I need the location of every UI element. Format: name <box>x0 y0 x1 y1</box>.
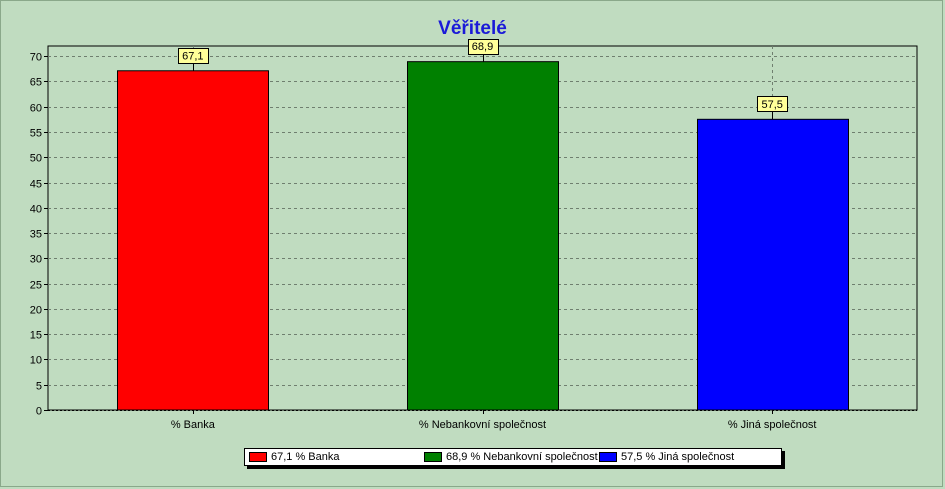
data-label-box <box>178 48 209 64</box>
x-tick-label: % Banka <box>171 419 216 431</box>
y-tick-label: 25 <box>30 280 42 292</box>
data-label-box <box>468 39 499 55</box>
y-tick-label: 20 <box>30 305 42 317</box>
y-tick-label: 40 <box>30 204 42 216</box>
legend-label-jina: 57,5 % Jiná společnost <box>621 451 735 463</box>
chart-legend: 67,1 % Banka 68,9 % Nebankovní společnos… <box>244 448 782 466</box>
y-tick-label: 70 <box>30 52 42 64</box>
y-tick-label: 55 <box>30 128 42 140</box>
legend-swatch-banka <box>249 452 267 462</box>
y-tick-label: 65 <box>30 77 42 89</box>
y-tick-label: 10 <box>30 355 42 367</box>
data-label-box <box>757 96 788 112</box>
y-tick-label: 0 <box>36 406 42 418</box>
y-tick-label: 5 <box>36 381 42 393</box>
legend-item-nebankovni: 68,9 % Nebankovní společnost <box>424 450 598 464</box>
legend-item-jina: 57,5 % Jiná společnost <box>599 450 734 464</box>
data-label: 67,1 <box>182 50 203 62</box>
x-tick-label: % Jiná společnost <box>728 419 817 431</box>
x-tick-label: % Nebankovní společnost <box>419 419 546 431</box>
legend-label-nebankovni: 68,9 % Nebankovní společnost <box>446 451 598 463</box>
legend-label-banka: 67,1 % Banka <box>271 451 340 463</box>
y-tick-label: 35 <box>30 229 42 241</box>
bar <box>407 61 559 411</box>
data-label: 57,5 <box>761 99 782 111</box>
chart-title: Věřitelé <box>438 18 507 39</box>
y-tick-label: 50 <box>30 153 42 165</box>
legend-item-banka: 67,1 % Banka <box>249 450 340 464</box>
y-tick-label: 45 <box>30 179 42 191</box>
y-tick-label: 60 <box>30 103 42 115</box>
legend-swatch-jina <box>599 452 617 462</box>
data-label: 68,9 <box>472 41 493 53</box>
legend-swatch-nebankovni <box>424 452 442 462</box>
bar <box>117 70 269 411</box>
y-tick-label: 15 <box>30 330 42 342</box>
y-tick-label: 30 <box>30 254 42 266</box>
bar <box>697 118 849 411</box>
